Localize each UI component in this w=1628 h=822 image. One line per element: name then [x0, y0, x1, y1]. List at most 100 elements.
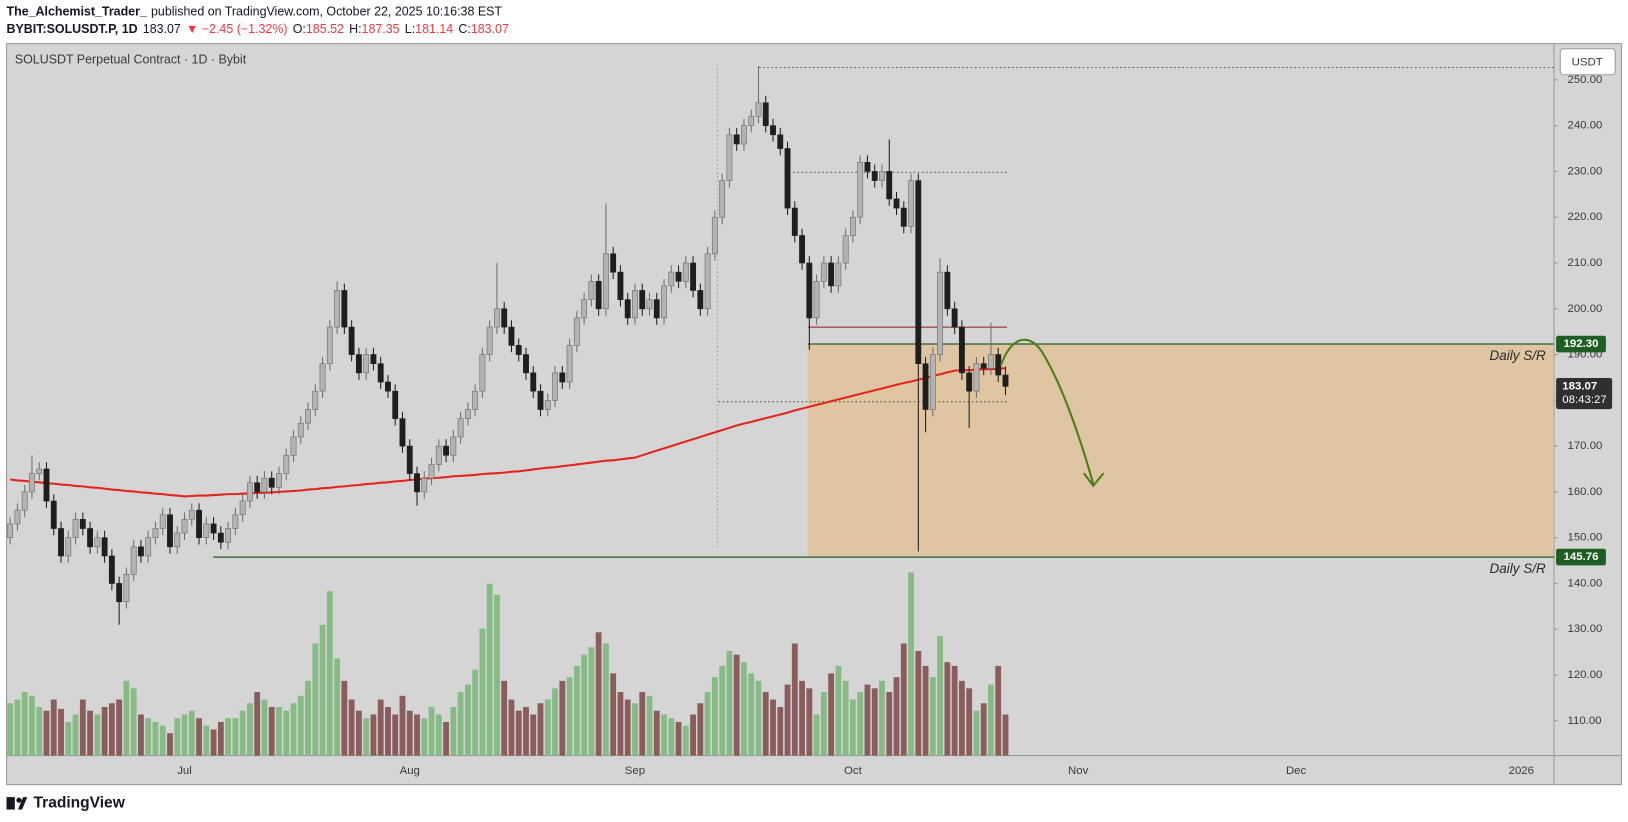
- volume-bar: [254, 692, 261, 756]
- candle-body: [559, 372, 566, 383]
- volume-bar: [421, 718, 428, 756]
- candle-body: [116, 583, 123, 603]
- volume-bar: [414, 714, 420, 756]
- volume-bar: [973, 710, 980, 756]
- volume-bar: [966, 688, 973, 756]
- candle-body: [966, 372, 973, 392]
- volume-bar: [174, 718, 181, 756]
- candle-body: [937, 271, 944, 355]
- candle-body: [820, 262, 827, 282]
- volume-bar: [544, 699, 551, 756]
- candle-body: [87, 528, 94, 548]
- volume-bar: [777, 707, 784, 756]
- candle-body: [864, 161, 871, 172]
- candle-body: [145, 537, 152, 557]
- axes-layer: 110.00 120.00 130.00 140.00 150.00 160.00 170.…: [177, 74, 1613, 777]
- candle-body: [1002, 374, 1009, 387]
- y-tick-label: 160.00: [1568, 486, 1603, 498]
- candle-body: [355, 354, 362, 374]
- volume-bar: [929, 677, 936, 756]
- volume-bar: [392, 714, 399, 756]
- volume-bar: [937, 636, 944, 756]
- moving-average: [10, 367, 1006, 498]
- candle-body: [443, 445, 449, 456]
- candle-body: [973, 363, 980, 392]
- candle-body: [210, 523, 217, 534]
- x-tick-label: Oct: [844, 765, 863, 777]
- candle-body: [101, 537, 108, 557]
- volume-bar: [813, 714, 820, 756]
- volume-bar: [632, 703, 638, 756]
- volume-bar: [159, 725, 166, 756]
- volume-layer: [7, 572, 1009, 756]
- candle-body: [94, 537, 101, 548]
- y-tick-label: 220.00: [1568, 211, 1603, 223]
- candle-body: [43, 468, 50, 502]
- volume-bar: [457, 692, 464, 756]
- candle-body: [893, 198, 900, 209]
- volume-bar: [646, 695, 653, 756]
- volume-bar: [181, 714, 188, 756]
- volume-bar: [523, 707, 529, 756]
- volume-bar: [581, 654, 588, 756]
- candle-body: [174, 532, 181, 548]
- x-tick-label: Aug: [400, 765, 420, 777]
- publish-line: The_Alchemist_Trader_ published on Tradin…: [7, 5, 503, 19]
- candle-body: [806, 262, 813, 319]
- candle-body: [944, 271, 951, 310]
- candle-body: [326, 326, 333, 365]
- candle-body: [406, 445, 413, 474]
- candle-body: [450, 436, 457, 456]
- volume-bar: [145, 718, 152, 756]
- candle-body: [181, 519, 188, 534]
- y-tick-label: 140.00: [1568, 577, 1603, 589]
- volume-bar: [232, 718, 239, 756]
- quote-part: L:: [405, 22, 415, 36]
- volume-bar: [486, 583, 493, 756]
- candle-body: [552, 372, 558, 401]
- candle-body: [661, 285, 667, 319]
- candle-body: [276, 473, 282, 488]
- brand-name: TradingView: [34, 794, 126, 811]
- candle-body: [704, 253, 711, 310]
- volume-bar: [530, 714, 537, 756]
- volume-bar: [319, 624, 326, 756]
- level-price-box: [1556, 335, 1606, 353]
- volume-bar: [784, 684, 791, 756]
- volume-bar: [988, 684, 994, 756]
- volume-bar: [552, 688, 558, 756]
- quote-part: O:: [293, 22, 306, 36]
- volume-bar: [566, 677, 573, 756]
- volume-bar: [741, 662, 747, 756]
- candle-body: [835, 262, 842, 287]
- volume-bar: [406, 710, 413, 756]
- volume-bar: [101, 707, 108, 756]
- volume-bar: [559, 680, 566, 756]
- candle-body: [14, 509, 21, 525]
- candle-body: [544, 400, 551, 410]
- candle-body: [755, 102, 762, 117]
- candle-body: [879, 171, 885, 181]
- x-tick-label: Dec: [1286, 765, 1307, 777]
- volume-bar: [588, 647, 595, 756]
- quote-part: 187.35: [362, 22, 400, 36]
- candle-body: [617, 271, 624, 300]
- countdown: 08:43:27: [1562, 394, 1606, 406]
- volume-bar: [7, 703, 14, 756]
- volume-bar: [290, 703, 297, 756]
- volume-bar: [341, 680, 348, 756]
- volume-bar: [908, 572, 914, 756]
- volume-bar: [828, 673, 835, 756]
- volume-bar: [283, 710, 290, 756]
- quote-part: C:: [458, 22, 470, 36]
- candle-body: [377, 363, 384, 383]
- candle-body: [602, 253, 609, 310]
- volume-bar: [261, 699, 268, 756]
- quote-part: 181.14: [415, 22, 453, 36]
- volume-bar: [770, 699, 776, 756]
- level-price: 192.30: [1564, 338, 1599, 350]
- candle-body: [297, 422, 304, 438]
- candle-body: [283, 454, 290, 474]
- currency-box[interactable]: [1559, 48, 1616, 76]
